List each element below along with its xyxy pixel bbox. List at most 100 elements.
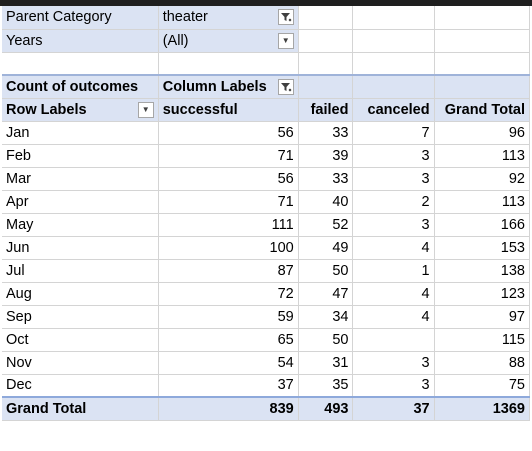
table-row: Dec 37 35 3 75 <box>2 374 530 397</box>
cell-canceled[interactable]: 3 <box>353 374 434 397</box>
row-label[interactable]: Aug <box>2 282 158 305</box>
cell-successful[interactable]: 56 <box>158 121 298 144</box>
cell-failed[interactable]: 52 <box>298 213 353 236</box>
row-label[interactable]: Sep <box>2 305 158 328</box>
cell-successful[interactable]: 71 <box>158 144 298 167</box>
filter-value[interactable]: (All) ▼ <box>158 29 298 52</box>
cell-successful[interactable]: 111 <box>158 213 298 236</box>
cell-canceled[interactable]: 4 <box>353 236 434 259</box>
cell-failed[interactable]: 50 <box>298 259 353 282</box>
pivot-body: Jan 56 33 7 96 Feb 71 39 3 113 Mar 56 33 3 92 Apr 71 40 2 1… <box>2 121 530 397</box>
table-row: Jun 100 49 4 153 <box>2 236 530 259</box>
filter-label[interactable]: Parent Category <box>2 6 158 29</box>
cell-canceled[interactable]: 7 <box>353 121 434 144</box>
filter-row-years: Years (All) ▼ <box>2 29 530 52</box>
cell-failed[interactable]: 34 <box>298 305 353 328</box>
column-header-successful[interactable]: successful <box>158 98 298 121</box>
cell-canceled[interactable]: 1 <box>353 259 434 282</box>
cell-successful[interactable]: 54 <box>158 351 298 374</box>
row-label[interactable]: Jun <box>2 236 158 259</box>
cell-total[interactable]: 115 <box>434 328 529 351</box>
cell-canceled[interactable] <box>353 328 434 351</box>
pivot-header-row-1: Count of outcomes Column Labels <box>2 75 530 98</box>
filter-value[interactable]: theater <box>158 6 298 29</box>
table-row: Apr 71 40 2 113 <box>2 190 530 213</box>
cell-total[interactable]: 123 <box>434 282 529 305</box>
cell-failed[interactable]: 49 <box>298 236 353 259</box>
column-header-failed[interactable]: failed <box>298 98 353 121</box>
cell-successful[interactable]: 37 <box>158 374 298 397</box>
cell-failed[interactable]: 47 <box>298 282 353 305</box>
blank-row <box>2 52 530 75</box>
column-header-canceled[interactable]: canceled <box>353 98 434 121</box>
pivot-header-row-2: Row Labels ▼ successful failed canceled … <box>2 98 530 121</box>
filter-active-icon[interactable] <box>278 9 294 25</box>
cell-total[interactable]: 96 <box>434 121 529 144</box>
chevron-down-icon[interactable]: ▼ <box>138 102 154 118</box>
cell-canceled[interactable]: 3 <box>353 351 434 374</box>
cell-canceled[interactable]: 3 <box>353 144 434 167</box>
cell-total[interactable]: 113 <box>434 190 529 213</box>
cell-total[interactable]: 75 <box>434 374 529 397</box>
cell-failed[interactable]: 33 <box>298 121 353 144</box>
cell-failed[interactable]: 35 <box>298 374 353 397</box>
pivot-table: Parent Category theater Years (All) ▼ <box>2 6 530 421</box>
cell-failed[interactable]: 50 <box>298 328 353 351</box>
filter-value-text: theater <box>163 9 208 25</box>
row-label[interactable]: Apr <box>2 190 158 213</box>
filter-label[interactable]: Years <box>2 29 158 52</box>
cell-successful[interactable]: 65 <box>158 328 298 351</box>
cell-successful[interactable]: 71 <box>158 190 298 213</box>
row-labels-text: Row Labels <box>6 102 87 118</box>
cell-failed[interactable]: 39 <box>298 144 353 167</box>
grand-total-label[interactable]: Grand Total <box>2 397 158 420</box>
row-label[interactable]: Mar <box>2 167 158 190</box>
table-row: Oct 65 50 115 <box>2 328 530 351</box>
row-label[interactable]: Nov <box>2 351 158 374</box>
cell-total[interactable]: 88 <box>434 351 529 374</box>
column-header-grand-total[interactable]: Grand Total <box>434 98 529 121</box>
cell-canceled[interactable]: 2 <box>353 190 434 213</box>
cell-total[interactable]: 166 <box>434 213 529 236</box>
row-label[interactable]: Jul <box>2 259 158 282</box>
grand-total-failed[interactable]: 493 <box>298 397 353 420</box>
grand-total-total[interactable]: 1369 <box>434 397 529 420</box>
row-label[interactable]: Jan <box>2 121 158 144</box>
column-labels-header[interactable]: Column Labels <box>158 75 298 98</box>
cell-failed[interactable]: 40 <box>298 190 353 213</box>
cell-successful[interactable]: 87 <box>158 259 298 282</box>
cell-failed[interactable]: 31 <box>298 351 353 374</box>
chevron-down-icon[interactable]: ▼ <box>278 33 294 49</box>
cell-canceled[interactable]: 3 <box>353 167 434 190</box>
row-label[interactable]: May <box>2 213 158 236</box>
table-row: Jan 56 33 7 96 <box>2 121 530 144</box>
cell-total[interactable]: 138 <box>434 259 529 282</box>
cell-successful[interactable]: 59 <box>158 305 298 328</box>
table-row: Mar 56 33 3 92 <box>2 167 530 190</box>
grand-total-row: Grand Total 839 493 37 1369 <box>2 397 530 420</box>
cell-total[interactable]: 92 <box>434 167 529 190</box>
cell-successful[interactable]: 100 <box>158 236 298 259</box>
table-row: Aug 72 47 4 123 <box>2 282 530 305</box>
cell-total[interactable]: 97 <box>434 305 529 328</box>
row-label[interactable]: Oct <box>2 328 158 351</box>
cell-canceled[interactable]: 4 <box>353 305 434 328</box>
row-labels-header[interactable]: Row Labels ▼ <box>2 98 158 121</box>
cell-total[interactable]: 113 <box>434 144 529 167</box>
cell-successful[interactable]: 56 <box>158 167 298 190</box>
cell-total[interactable]: 153 <box>434 236 529 259</box>
table-row: Nov 54 31 3 88 <box>2 351 530 374</box>
cell-canceled[interactable]: 4 <box>353 282 434 305</box>
cell-canceled[interactable]: 3 <box>353 213 434 236</box>
grand-total-successful[interactable]: 839 <box>158 397 298 420</box>
cell-failed[interactable]: 33 <box>298 167 353 190</box>
cell-successful[interactable]: 72 <box>158 282 298 305</box>
row-label[interactable]: Feb <box>2 144 158 167</box>
filter-active-icon[interactable] <box>278 79 294 95</box>
column-labels-text: Column Labels <box>163 79 267 95</box>
table-row: Feb 71 39 3 113 <box>2 144 530 167</box>
grand-total-canceled[interactable]: 37 <box>353 397 434 420</box>
row-label[interactable]: Dec <box>2 374 158 397</box>
values-field-label[interactable]: Count of outcomes <box>2 75 158 98</box>
